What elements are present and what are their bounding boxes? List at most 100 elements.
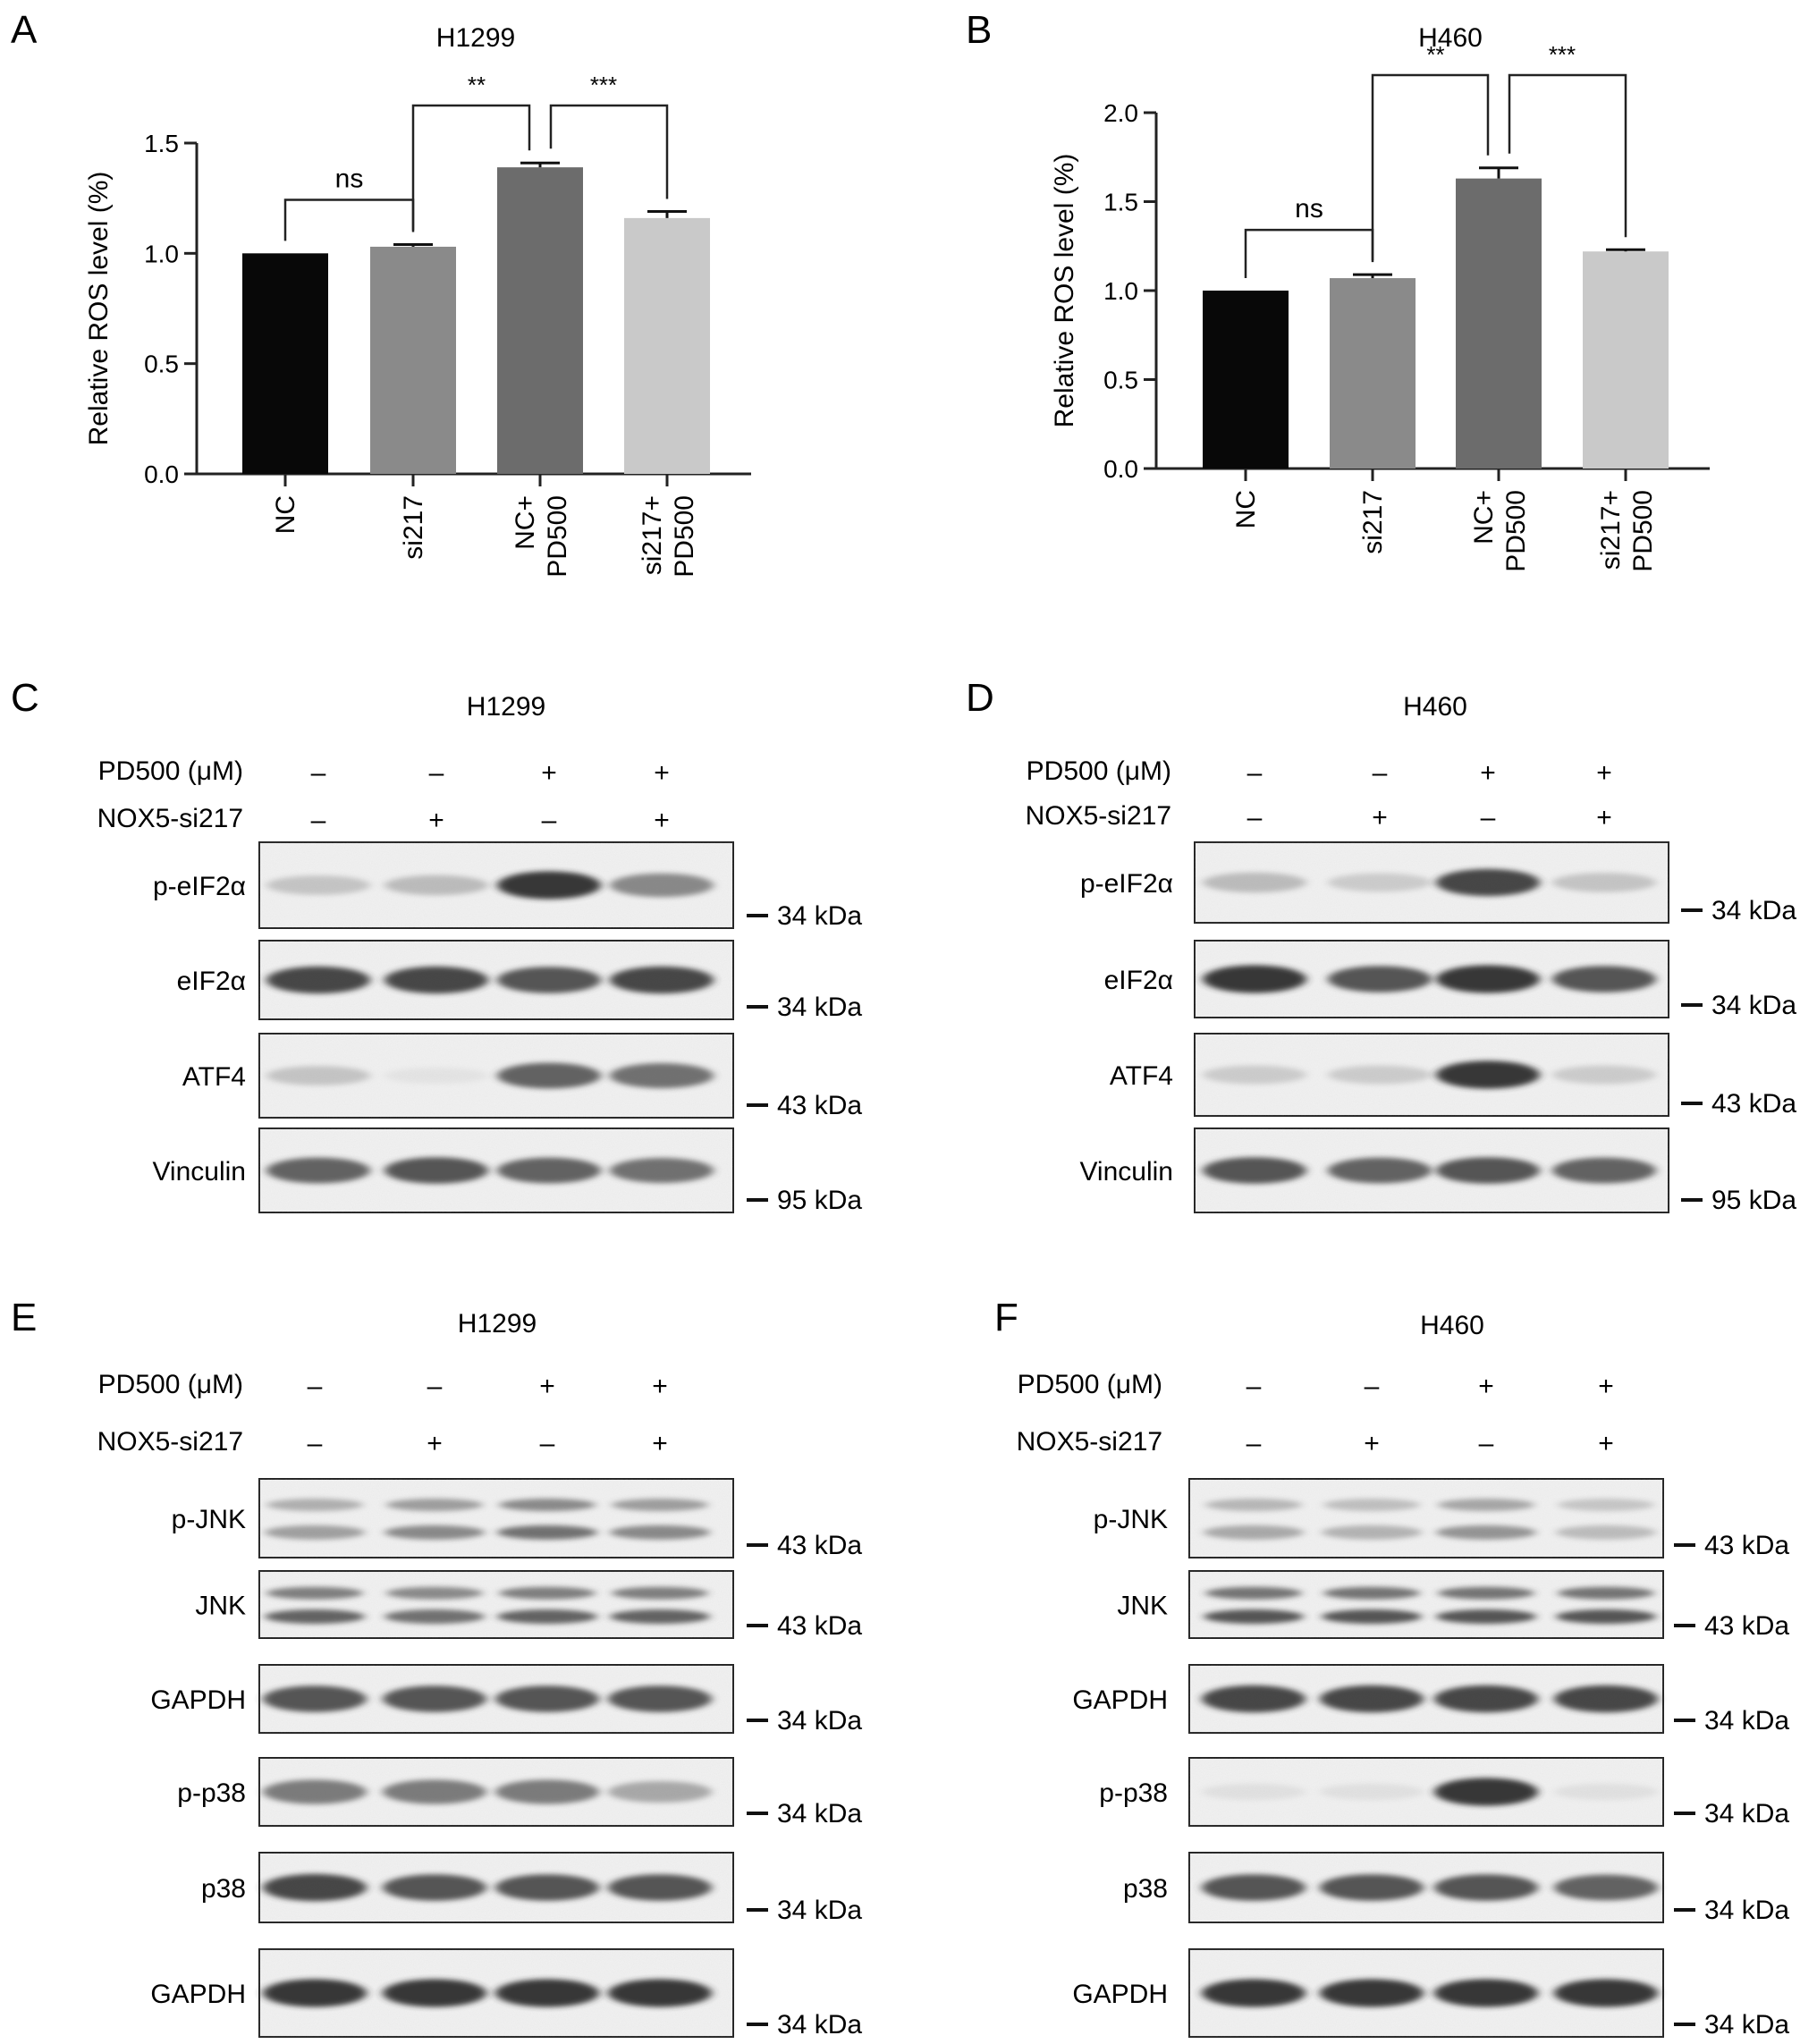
- protein-band: [385, 966, 488, 994]
- size-marker-label: 43 kDa: [777, 1611, 862, 1641]
- size-marker-label: 34 kDa: [1704, 1706, 1789, 1736]
- protein-band: [385, 1525, 485, 1540]
- protein-band: [1434, 1778, 1538, 1806]
- treatment-sign: +: [1596, 758, 1612, 788]
- protein-band: [1205, 1499, 1302, 1512]
- protein-label: GAPDH: [150, 1980, 246, 2009]
- protein-band: [499, 1586, 596, 1600]
- treatment-sign: +: [652, 1429, 668, 1458]
- treatment-sign: –: [1247, 803, 1263, 832]
- blot-row: Vinculin 95 kDa: [152, 1128, 862, 1215]
- protein-band: [1436, 1525, 1536, 1540]
- protein-label: ATF4: [1110, 1061, 1173, 1091]
- size-marker-label: 34 kDa: [1711, 896, 1796, 925]
- protein-band: [383, 1685, 486, 1712]
- protein-band: [1434, 1979, 1538, 2007]
- size-marker-label: 34 kDa: [1704, 2010, 1789, 2040]
- y-tick-label: 0.0: [144, 460, 179, 488]
- protein-band: [1558, 1499, 1654, 1512]
- treatment-sign: –: [1247, 758, 1263, 788]
- protein-band: [385, 1157, 488, 1184]
- protein-band: [1320, 1979, 1424, 2007]
- protein-band: [1322, 1525, 1422, 1540]
- protein-band: [385, 1068, 488, 1084]
- protein-band: [1436, 1609, 1536, 1624]
- blot-row: p-p38 34 kDa: [1099, 1757, 1789, 1829]
- protein-band: [1554, 1979, 1658, 2007]
- significance-label: ***: [1549, 41, 1576, 68]
- protein-band: [1556, 1609, 1656, 1624]
- protein-band: [1436, 1157, 1540, 1184]
- protein-label: p-p38: [177, 1778, 246, 1808]
- size-marker-label: 34 kDa: [777, 1706, 862, 1736]
- significance-bracket: [1244, 228, 1374, 278]
- treatment-sign: –: [1247, 1372, 1262, 1401]
- protein-band: [610, 1609, 710, 1624]
- protein-band: [266, 1499, 363, 1512]
- x-tick-label-line: PD500: [1501, 490, 1531, 572]
- treatment-sign: +: [428, 806, 444, 835]
- protein-label: JNK: [195, 1592, 246, 1621]
- treatment-label-nox5: NOX5-si217: [1026, 801, 1171, 831]
- panel-title-f: H460: [1420, 1311, 1484, 1340]
- blot-row: GAPDH 34 kDa: [1072, 1664, 1789, 1736]
- treatment-sign: +: [1598, 1429, 1614, 1458]
- x-tick-label-line: PD500: [543, 495, 572, 578]
- size-marker-label: 34 kDa: [777, 1799, 862, 1829]
- protein-band: [386, 1499, 483, 1512]
- protein-label: GAPDH: [150, 1685, 246, 1715]
- protein-band: [1552, 873, 1656, 892]
- panel-letter-e: E: [11, 1296, 37, 1339]
- significance-label: ***: [590, 72, 617, 98]
- size-marker-label: 34 kDa: [1704, 1799, 1789, 1829]
- treatment-sign: +: [1372, 803, 1388, 832]
- treatment-label-nox5: NOX5-si217: [1017, 1427, 1162, 1457]
- treatment-label-nox5: NOX5-si217: [97, 804, 243, 833]
- protein-label: Vinculin: [152, 1157, 246, 1187]
- panel-letter-f: F: [994, 1296, 1018, 1339]
- treatment-label-pd500: PD500 (μM): [98, 756, 243, 786]
- significance-bracket: [283, 198, 415, 241]
- bar: [624, 217, 710, 474]
- size-marker-label: 43 kDa: [1704, 1531, 1789, 1560]
- protein-band: [1438, 1499, 1534, 1512]
- x-tick-label: NC+ PD500: [1469, 490, 1531, 572]
- protein-label: GAPDH: [1072, 1980, 1168, 2009]
- x-tick-label: si217+ PD500: [1596, 490, 1658, 572]
- blot-row: JNK 43 kDa: [1117, 1570, 1789, 1641]
- treatment-sign: +: [1596, 803, 1612, 832]
- blot-row: p-p38 34 kDa: [177, 1757, 862, 1829]
- significance-label: ns: [1295, 194, 1323, 224]
- treatment-sign: –: [308, 1429, 323, 1458]
- treatment-sign: –: [429, 758, 444, 788]
- treatment-sign: +: [1364, 1429, 1380, 1458]
- protein-label: eIF2α: [177, 967, 246, 996]
- protein-band: [608, 1781, 712, 1803]
- protein-band: [1556, 1525, 1656, 1540]
- protein-band: [1328, 1065, 1432, 1085]
- protein-band: [1202, 1979, 1306, 2007]
- panel-title-a: H1299: [436, 23, 515, 53]
- blot-row: p38 34 kDa: [1123, 1852, 1789, 1925]
- panel-title-c: H1299: [467, 692, 545, 722]
- protein-band: [263, 1779, 367, 1804]
- western-blot-d: PD500 (μM) NOX5-si217 – – – + + – + + p-eIF2α 34 kD…: [1026, 756, 1797, 1215]
- y-tick-label: 0.0: [1103, 455, 1138, 483]
- treatment-sign: –: [308, 1372, 323, 1401]
- protein-band: [266, 875, 370, 895]
- protein-band: [1322, 1609, 1422, 1624]
- y-tick-label: 0.5: [1103, 367, 1138, 394]
- size-marker-label: 43 kDa: [777, 1091, 862, 1120]
- blot-texture: [1189, 1571, 1663, 1638]
- treatment-sign: +: [541, 758, 557, 788]
- treatment-sign: –: [542, 806, 557, 835]
- significance-bracket: [411, 104, 531, 231]
- size-marker-label: 43 kDa: [1711, 1089, 1796, 1119]
- treatment-sign: +: [539, 1372, 555, 1401]
- blot-row: ATF4 43 kDa: [182, 1033, 862, 1120]
- protein-band: [1328, 1157, 1432, 1184]
- x-tick-label-line: NC+: [1469, 490, 1499, 545]
